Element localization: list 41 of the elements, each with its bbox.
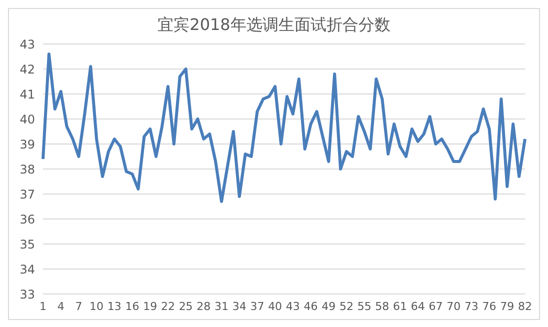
y-tick-label: 35	[20, 237, 35, 252]
x-tick-label: 82	[518, 300, 532, 313]
y-tick-label: 34	[20, 262, 35, 276]
x-tick-label: 49	[322, 300, 336, 313]
x-tick-label: 16	[125, 300, 140, 313]
x-tick-label: 46	[304, 300, 318, 313]
x-tick-label: 4	[57, 300, 64, 313]
x-tick-label: 1	[40, 300, 46, 313]
x-tick-label: 31	[214, 300, 229, 313]
x-tick-label: 52	[339, 300, 354, 313]
x-tick-label: 7	[75, 300, 82, 313]
x-tick-label: 55	[357, 300, 372, 313]
x-tick-label: 61	[393, 300, 408, 313]
x-tick-label: 34	[232, 300, 246, 313]
y-tick-label: 33	[20, 287, 35, 302]
x-tick-label: 73	[464, 300, 478, 313]
x-tick-label: 25	[178, 300, 193, 313]
y-tick-label: 42	[20, 62, 35, 76]
x-tick-label: 43	[286, 300, 300, 313]
y-tick-label: 38	[20, 162, 35, 176]
x-tick-label: 28	[196, 300, 211, 313]
y-tick-label: 36	[20, 212, 35, 226]
chart-title: 宜宾2018年选调生面试折合分数	[156, 15, 392, 36]
x-tick-label: 79	[500, 300, 514, 313]
y-tick-label: 43	[20, 37, 35, 52]
x-tick-label: 64	[410, 300, 425, 313]
x-tick-label: 10	[90, 300, 104, 313]
x-tick-label: 58	[375, 300, 390, 313]
y-tick-label: 41	[20, 87, 35, 102]
x-tick-label: 70	[446, 300, 461, 313]
line-series	[42, 52, 526, 203]
x-tick-label: 40	[268, 300, 282, 313]
x-tick-label: 13	[107, 300, 122, 313]
y-tick-label: 37	[20, 187, 35, 202]
y-tick-label: 40	[20, 112, 35, 126]
x-tick-label: 22	[160, 300, 175, 313]
x-tick-label: 37	[250, 300, 264, 313]
y-tick-label: 39	[20, 137, 35, 152]
x-tick-label: 76	[482, 300, 496, 313]
x-tick-label: 19	[143, 300, 158, 313]
x-tick-label: 67	[428, 300, 443, 313]
